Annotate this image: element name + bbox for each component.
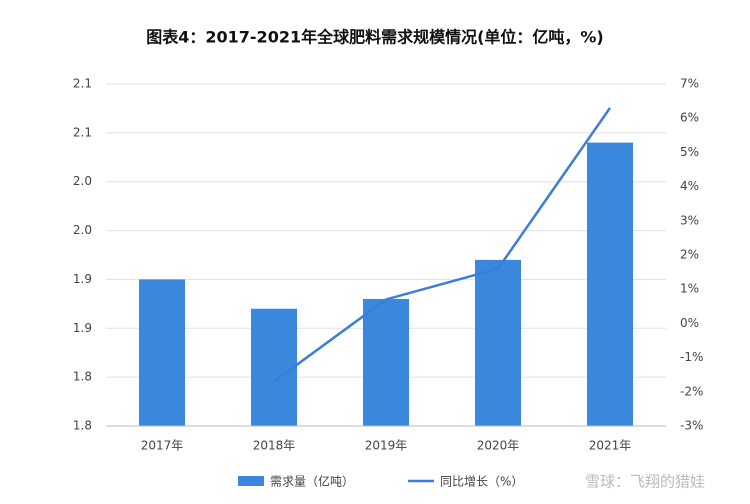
y-tick-label: 1.9	[73, 272, 92, 286]
legend-label: 需求量（亿吨）	[270, 474, 354, 489]
y-tick-label: 2.1	[73, 77, 92, 91]
y2-tick-label: 3%	[680, 213, 699, 227]
y-tick-label: 1.9	[73, 321, 92, 335]
bar	[475, 259, 521, 426]
y2-tick-label: -3%	[680, 419, 703, 433]
x-tick-label: 2018年	[253, 439, 296, 453]
legend-swatch	[238, 476, 264, 486]
x-tick-label: 2021年	[589, 439, 632, 453]
x-tick-label: 2017年	[141, 439, 184, 453]
y-tick-label: 1.8	[73, 419, 92, 433]
y2-tick-label: 6%	[680, 111, 699, 125]
y2-tick-label: 1%	[680, 282, 699, 296]
y2-tick-label: 7%	[680, 77, 699, 91]
y-tick-label: 1.8	[73, 370, 92, 384]
bar	[587, 142, 633, 426]
y2-tick-label: -1%	[680, 350, 703, 364]
y-tick-label: 2.0	[73, 174, 92, 188]
chart-title: 图表4：2017-2021年全球肥料需求规模情况(单位：亿吨，%)	[146, 28, 604, 47]
bar	[363, 298, 409, 426]
bar	[139, 279, 185, 426]
watermark: 雪球：飞翔的猎娃	[585, 473, 705, 491]
y-tick-label: 2.0	[73, 223, 92, 237]
y2-tick-label: 2%	[680, 248, 699, 262]
y2-tick-label: 0%	[680, 316, 699, 330]
x-tick-label: 2020年	[477, 439, 520, 453]
legend-label: 同比增长（%）	[440, 475, 523, 489]
y-tick-label: 2.1	[73, 125, 92, 139]
y2-tick-label: 4%	[680, 179, 699, 193]
y2-tick-label: 5%	[680, 145, 699, 159]
x-tick-label: 2019年	[365, 439, 408, 453]
line	[273, 107, 612, 383]
y2-tick-label: -2%	[680, 384, 703, 398]
bar	[251, 308, 297, 426]
